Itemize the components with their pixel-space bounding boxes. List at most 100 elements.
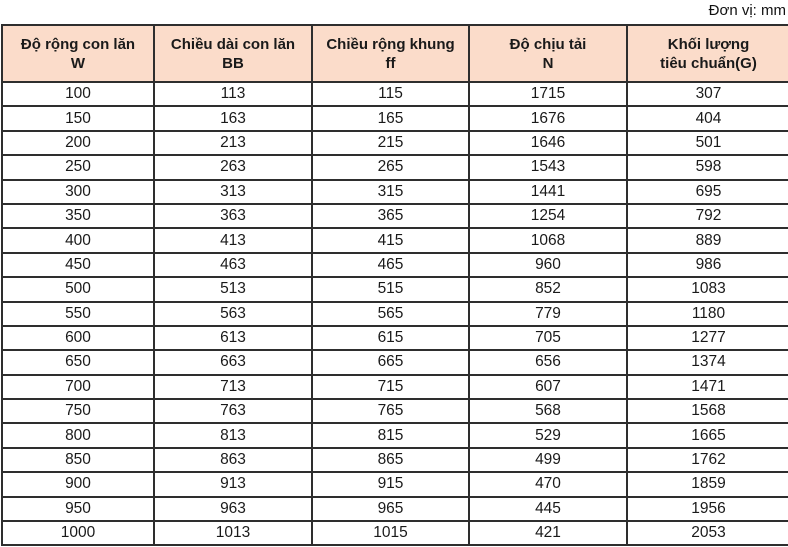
table-row: 300 313 315 1441 695: [1, 178, 788, 205]
table-cell: 115: [311, 80, 470, 108]
table-cell: 665: [311, 349, 470, 376]
table-cell: 470: [468, 471, 628, 498]
table-cell: 865: [311, 446, 470, 474]
table-cell: 413: [153, 227, 313, 254]
table-cell: 499: [468, 446, 628, 474]
table-row: 850 863 865 499 1762: [1, 446, 788, 474]
table-cell: 163: [153, 105, 313, 132]
table-cell: 1568: [626, 398, 788, 425]
column-symbol: tiêu chuẩn(G): [660, 54, 757, 72]
table-row: 950 963 965 445 1956: [1, 495, 788, 523]
table-row: 750 763 765 568 1568: [1, 398, 788, 425]
table-cell: 889: [626, 227, 788, 254]
table-cell: 513: [153, 276, 313, 303]
table-cell: 200: [1, 129, 155, 157]
table-cell: 900: [1, 471, 155, 498]
table-row: 1000 1013 1015 421 2053: [1, 520, 788, 547]
table-cell: 400: [1, 227, 155, 254]
table-row: 650 663 665 656 1374: [1, 349, 788, 376]
column-symbol: W: [70, 54, 86, 72]
table-cell: 113: [153, 80, 313, 108]
table-row: 900 913 915 470 1859: [1, 471, 788, 498]
table-row: 400 413 415 1068 889: [1, 227, 788, 254]
table-body: 100 113 115 1715 307 150 163 165 1676 404 200 213 21…: [1, 80, 788, 547]
column-title: Khối lượng: [667, 35, 750, 53]
table-cell: 215: [311, 129, 470, 157]
table-cell: 350: [1, 202, 155, 230]
table-cell: 663: [153, 349, 313, 376]
table-cell: 715: [311, 373, 470, 401]
table-cell: 450: [1, 251, 155, 279]
table-cell: 515: [311, 276, 470, 303]
table-row: 450 463 465 960 986: [1, 251, 788, 279]
table-cell: 1471: [626, 373, 788, 401]
table-cell: 763: [153, 398, 313, 425]
column-header-standard-weight: Khối lượng tiêu chuẩn(G): [626, 24, 788, 83]
table-cell: 913: [153, 471, 313, 498]
column-title: Độ rộng con lăn: [20, 35, 136, 53]
table-cell: 963: [153, 495, 313, 523]
table-cell: 421: [468, 520, 628, 547]
column-symbol: BB: [222, 54, 244, 72]
table-cell: 713: [153, 373, 313, 401]
table-cell: 598: [626, 154, 788, 181]
table-cell: 150: [1, 105, 155, 132]
table-cell: 1646: [468, 129, 628, 157]
column-symbol: N: [542, 54, 554, 72]
column-header-roller-length: Chiều dài con lăn BB: [153, 24, 313, 83]
table-cell: 1277: [626, 324, 788, 352]
table-cell: 1254: [468, 202, 628, 230]
table-row: 200 213 215 1646 501: [1, 129, 788, 157]
column-title: Độ chịu tải: [509, 35, 587, 53]
table-cell: 850: [1, 446, 155, 474]
table-cell: 404: [626, 105, 788, 132]
table-row: 100 113 115 1715 307: [1, 80, 788, 108]
table-cell: 695: [626, 178, 788, 205]
table-cell: 365: [311, 202, 470, 230]
table-row: 350 363 365 1254 792: [1, 202, 788, 230]
table-cell: 960: [468, 251, 628, 279]
table-cell: 501: [626, 129, 788, 157]
table-row: 500 513 515 852 1083: [1, 276, 788, 303]
table-header: Độ rộng con lăn W Chiều dài con lăn BB C…: [1, 24, 788, 83]
table-cell: 705: [468, 324, 628, 352]
table-cell: 779: [468, 300, 628, 327]
spec-table: Độ rộng con lăn W Chiều dài con lăn BB C…: [1, 24, 788, 547]
table-cell: 250: [1, 154, 155, 181]
table-cell: 1068: [468, 227, 628, 254]
table-row: 250 263 265 1543 598: [1, 154, 788, 181]
table-cell: 1543: [468, 154, 628, 181]
table-cell: 1441: [468, 178, 628, 205]
table-cell: 613: [153, 324, 313, 352]
table-cell: 1762: [626, 446, 788, 474]
table-cell: 313: [153, 178, 313, 205]
table-cell: 1083: [626, 276, 788, 303]
column-header-roller-width: Độ rộng con lăn W: [1, 24, 155, 83]
table-cell: 815: [311, 422, 470, 449]
table-cell: 563: [153, 300, 313, 327]
table-cell: 465: [311, 251, 470, 279]
table-cell: 800: [1, 422, 155, 449]
table-cell: 550: [1, 300, 155, 327]
column-header-frame-width: Chiều rộng khung ff: [311, 24, 470, 83]
column-title: Chiều dài con lăn: [170, 35, 296, 53]
table-cell: 965: [311, 495, 470, 523]
table-cell: 1715: [468, 80, 628, 108]
table-cell: 813: [153, 422, 313, 449]
table-cell: 750: [1, 398, 155, 425]
table-cell: 650: [1, 349, 155, 376]
table-cell: 529: [468, 422, 628, 449]
table-cell: 700: [1, 373, 155, 401]
table-cell: 615: [311, 324, 470, 352]
table-cell: 607: [468, 373, 628, 401]
table-cell: 445: [468, 495, 628, 523]
table-cell: 1000: [1, 520, 155, 547]
column-title: Chiều rộng khung: [326, 35, 455, 53]
table-cell: 656: [468, 349, 628, 376]
table-cell: 500: [1, 276, 155, 303]
table-cell: 565: [311, 300, 470, 327]
table-cell: 363: [153, 202, 313, 230]
table-cell: 415: [311, 227, 470, 254]
table-cell: 2053: [626, 520, 788, 547]
